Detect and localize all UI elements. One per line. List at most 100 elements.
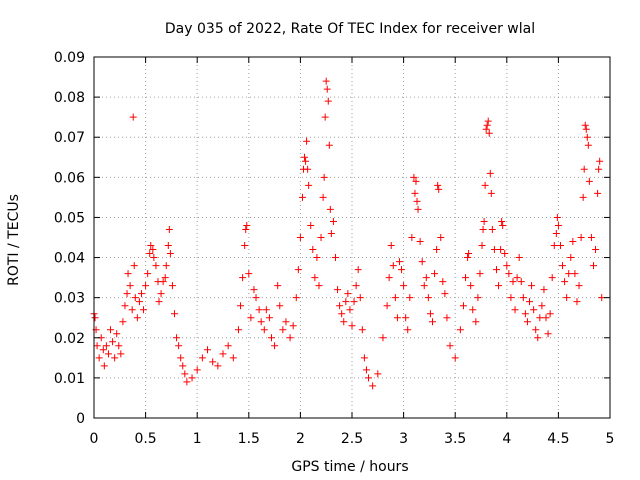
data-point xyxy=(354,266,362,274)
data-point xyxy=(573,298,581,306)
data-point xyxy=(511,306,519,314)
data-point xyxy=(307,221,315,229)
data-point xyxy=(344,290,352,298)
data-point xyxy=(245,270,253,278)
data-point xyxy=(581,121,589,129)
data-point xyxy=(346,306,354,314)
data-point xyxy=(483,121,491,129)
data-point xyxy=(428,318,436,326)
data-point xyxy=(149,246,157,254)
data-point xyxy=(362,366,370,374)
data-point xyxy=(595,165,603,173)
data-point xyxy=(420,282,428,290)
data-point xyxy=(552,229,560,237)
data-point xyxy=(324,97,332,105)
data-point xyxy=(575,282,583,290)
data-point xyxy=(100,362,108,370)
data-point xyxy=(526,298,534,306)
data-point xyxy=(480,217,488,225)
data-point xyxy=(157,290,165,298)
x-tick-label: 1 xyxy=(193,431,202,447)
x-tick-label: 4 xyxy=(502,431,511,447)
data-point xyxy=(179,362,187,370)
data-point xyxy=(309,246,317,254)
data-point xyxy=(389,262,397,270)
data-point xyxy=(383,302,391,310)
data-point xyxy=(282,318,290,326)
data-point xyxy=(99,346,107,354)
data-point xyxy=(193,366,201,374)
data-point xyxy=(474,294,482,302)
data-point xyxy=(546,310,554,318)
x-tick-label: 2.5 xyxy=(341,431,363,447)
data-point xyxy=(237,302,245,310)
data-point xyxy=(538,302,546,310)
data-point xyxy=(481,181,489,189)
data-point xyxy=(441,290,449,298)
data-point xyxy=(350,298,358,306)
data-point xyxy=(534,334,542,342)
data-point xyxy=(142,282,150,290)
data-point xyxy=(155,298,163,306)
data-point xyxy=(567,254,575,262)
data-point xyxy=(431,270,439,278)
data-point xyxy=(166,250,174,258)
chart-title: Day 035 of 2022, Rate Of TEC Index for r… xyxy=(165,21,535,37)
data-point xyxy=(580,165,588,173)
data-point xyxy=(303,137,311,145)
data-point xyxy=(123,290,131,298)
x-tick-label: 5 xyxy=(606,431,615,447)
data-point xyxy=(95,354,103,362)
data-point xyxy=(498,217,506,225)
data-point xyxy=(548,274,556,282)
data-points xyxy=(90,77,606,390)
data-point xyxy=(164,242,172,250)
data-point xyxy=(484,117,492,125)
data-point xyxy=(451,354,459,362)
data-point xyxy=(175,342,183,350)
data-point xyxy=(239,274,247,282)
data-point xyxy=(115,342,123,350)
data-point xyxy=(571,270,579,278)
data-point xyxy=(589,262,597,270)
y-tick-label: 0.08 xyxy=(54,90,85,106)
data-point xyxy=(544,330,552,338)
data-point xyxy=(289,322,297,330)
data-point xyxy=(352,282,360,290)
data-point xyxy=(322,77,330,85)
data-point xyxy=(219,350,227,358)
data-point xyxy=(107,326,115,334)
data-point xyxy=(183,378,191,386)
data-point xyxy=(342,298,350,306)
data-point xyxy=(250,286,258,294)
data-point xyxy=(124,270,132,278)
data-point xyxy=(408,234,416,241)
data-point xyxy=(305,181,313,189)
data-point xyxy=(241,242,249,250)
data-point xyxy=(317,234,325,241)
data-point xyxy=(416,238,424,246)
data-point xyxy=(274,282,282,290)
data-point xyxy=(109,338,117,346)
data-point xyxy=(301,153,309,161)
data-point xyxy=(513,274,521,282)
data-point xyxy=(517,278,525,286)
data-point xyxy=(152,262,160,270)
data-point xyxy=(243,221,251,229)
data-point xyxy=(505,270,513,278)
data-point xyxy=(165,225,173,233)
data-point xyxy=(456,326,464,334)
data-point xyxy=(507,294,515,302)
data-point xyxy=(519,294,527,302)
data-point xyxy=(159,278,167,286)
data-point xyxy=(224,342,232,350)
data-point xyxy=(391,294,399,302)
data-point xyxy=(327,229,335,237)
data-point xyxy=(486,169,494,177)
data-point xyxy=(426,310,434,318)
data-point xyxy=(242,225,250,233)
data-point xyxy=(422,274,430,282)
data-point xyxy=(596,157,604,165)
data-point xyxy=(435,185,443,193)
